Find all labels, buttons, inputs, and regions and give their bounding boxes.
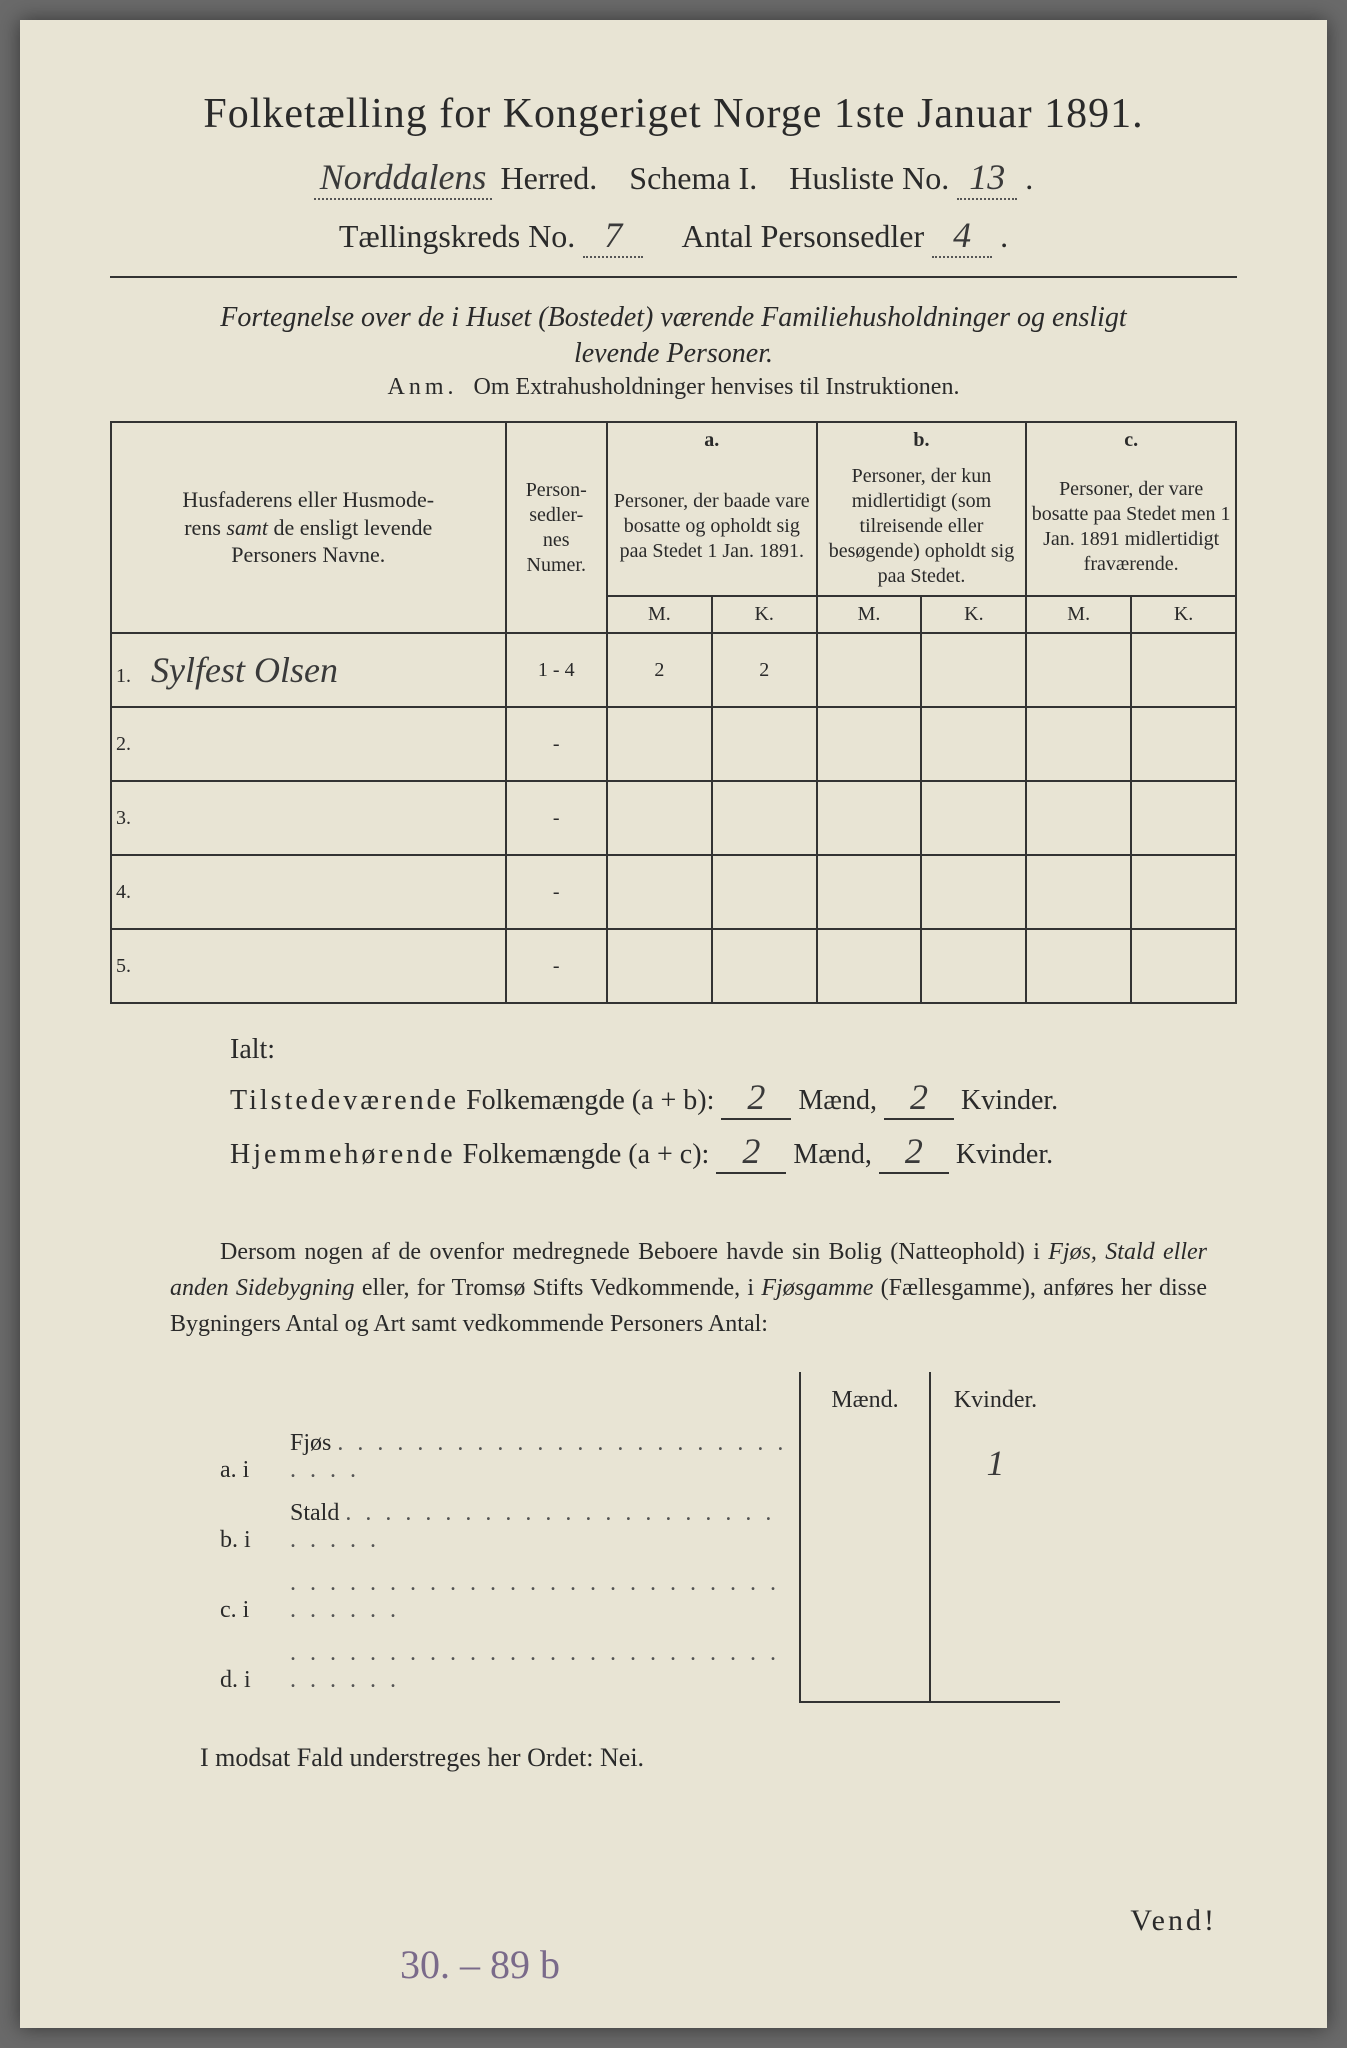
row-num: - (506, 929, 607, 1003)
table-row: 5. - (111, 929, 1236, 1003)
herred-label: Herred. (500, 160, 597, 196)
row-name: 5. (111, 929, 506, 1003)
header-line-1: Norddalens Herred. Schema I. Husliste No… (110, 156, 1237, 200)
head-c: c. (1026, 422, 1236, 458)
sub-name: Stald . . . . . . . . . . . . . . . . . … (280, 1492, 800, 1562)
c-k: K. (1131, 596, 1236, 633)
ialt-label: Ialt: (230, 1034, 1237, 1066)
sub-m (800, 1562, 930, 1632)
anm-label: Anm. (388, 374, 458, 400)
head-a: a. (607, 422, 817, 458)
table-row: 3. - (111, 781, 1236, 855)
a-m: M. (607, 596, 712, 633)
head-a-text: Personer, der baade vare bosatte og opho… (607, 458, 817, 596)
b-k: K. (921, 596, 1026, 633)
sub-row: a. i Fjøs . . . . . . . . . . . . . . . … (210, 1422, 1060, 1492)
anm-text: Om Extrahusholdninger henvises til Instr… (474, 374, 960, 400)
vend-label: Vend! (1130, 1904, 1217, 1938)
sub-m (800, 1492, 930, 1562)
row-bk (921, 633, 1026, 707)
sub-k (930, 1632, 1060, 1702)
sub-row: d. i . . . . . . . . . . . . . . . . . .… (210, 1632, 1060, 1702)
sub-row: b. i Stald . . . . . . . . . . . . . . .… (210, 1492, 1060, 1562)
row-ck (1131, 633, 1236, 707)
sub-table: Mænd. Kvinder. a. i Fjøs . . . . . . . .… (210, 1372, 1060, 1703)
row-name: 3. (111, 781, 506, 855)
sub-name: . . . . . . . . . . . . . . . . . . . . … (280, 1632, 800, 1702)
row-name: 1. Sylfest Olsen (111, 633, 506, 707)
sub-k: 1 (930, 1422, 1060, 1492)
sub-k (930, 1492, 1060, 1562)
sub-k (930, 1562, 1060, 1632)
sub-m (800, 1632, 930, 1702)
census-form-page: Folketælling for Kongeriget Norge 1ste J… (20, 20, 1327, 2028)
head-name: Husfaderens eller Husmode-rens samt de e… (111, 422, 506, 633)
totals-row-1: Tilstedeværende Folkemængde (a + b): 2 M… (230, 1076, 1237, 1120)
sub-head-m: Mænd. (800, 1372, 930, 1422)
row-am: 2 (607, 633, 712, 707)
sub-name: Fjøs . . . . . . . . . . . . . . . . . .… (280, 1422, 800, 1492)
table-row: 1. Sylfest Olsen 1 - 4 2 2 (111, 633, 1236, 707)
head-b: b. (817, 422, 1027, 458)
head-num: Person-sedler-nesNumer. (506, 422, 607, 633)
c-m: M. (1026, 596, 1131, 633)
a-k: K. (712, 596, 817, 633)
row-bm (817, 633, 922, 707)
row-num: - (506, 855, 607, 929)
row-ak: 2 (712, 633, 817, 707)
hjemme-kvinder: 2 (879, 1130, 949, 1174)
row-num: - (506, 707, 607, 781)
hjemme-maend: 2 (716, 1130, 786, 1174)
pencil-note: 30. – 89 b (400, 1941, 560, 1988)
footer-text: I modsat Fald understreges her Ordet: Ne… (200, 1743, 1237, 1773)
head-b-text: Personer, der kun midlertidigt (som tilr… (817, 458, 1027, 596)
sub-name: . . . . . . . . . . . . . . . . . . . . … (280, 1562, 800, 1632)
husliste-value: 13 (957, 156, 1017, 200)
row-num: - (506, 781, 607, 855)
totals-row-2: Hjemmehørende Folkemængde (a + c): 2 Mæn… (230, 1130, 1237, 1174)
anm-line: Anm. Om Extrahusholdninger henvises til … (110, 374, 1237, 401)
instruction-paragraph: Dersom nogen af de ovenfor medregnede Be… (170, 1234, 1207, 1342)
totals-block: Ialt: Tilstedeværende Folkemængde (a + b… (230, 1034, 1237, 1174)
subtitle-line2: levende Personer. (110, 338, 1237, 370)
form-title: Folketælling for Kongeriget Norge 1ste J… (110, 90, 1237, 138)
b-m: M. (817, 596, 922, 633)
herred-value: Norddalens (314, 156, 493, 200)
table-row: 4. - (111, 855, 1236, 929)
kreds-value: 7 (583, 214, 643, 258)
subtitle-line1: Fortegnelse over de i Huset (Bostedet) v… (110, 302, 1237, 334)
head-c-text: Personer, der vare bosatte paa Stedet me… (1026, 458, 1236, 596)
row-name: 4. (111, 855, 506, 929)
divider (110, 276, 1237, 278)
schema-label: Schema I. (629, 160, 757, 196)
header-line-2: Tællingskreds No. 7 Antal Personsedler 4… (110, 214, 1237, 258)
husliste-label: Husliste No. (789, 160, 949, 196)
table-row: 2. - (111, 707, 1236, 781)
tilstede-kvinder: 2 (884, 1076, 954, 1120)
sub-m (800, 1422, 930, 1492)
sub-row: c. i . . . . . . . . . . . . . . . . . .… (210, 1562, 1060, 1632)
antal-label: Antal Personsedler (682, 218, 925, 254)
tilstede-maend: 2 (721, 1076, 791, 1120)
row-name: 2. (111, 707, 506, 781)
antal-value: 4 (932, 214, 992, 258)
row-cm (1026, 633, 1131, 707)
sub-head-k: Kvinder. (930, 1372, 1060, 1422)
main-table: Husfaderens eller Husmode-rens samt de e… (110, 421, 1237, 1004)
kreds-label: Tællingskreds No. (339, 218, 575, 254)
row-num: 1 - 4 (506, 633, 607, 707)
